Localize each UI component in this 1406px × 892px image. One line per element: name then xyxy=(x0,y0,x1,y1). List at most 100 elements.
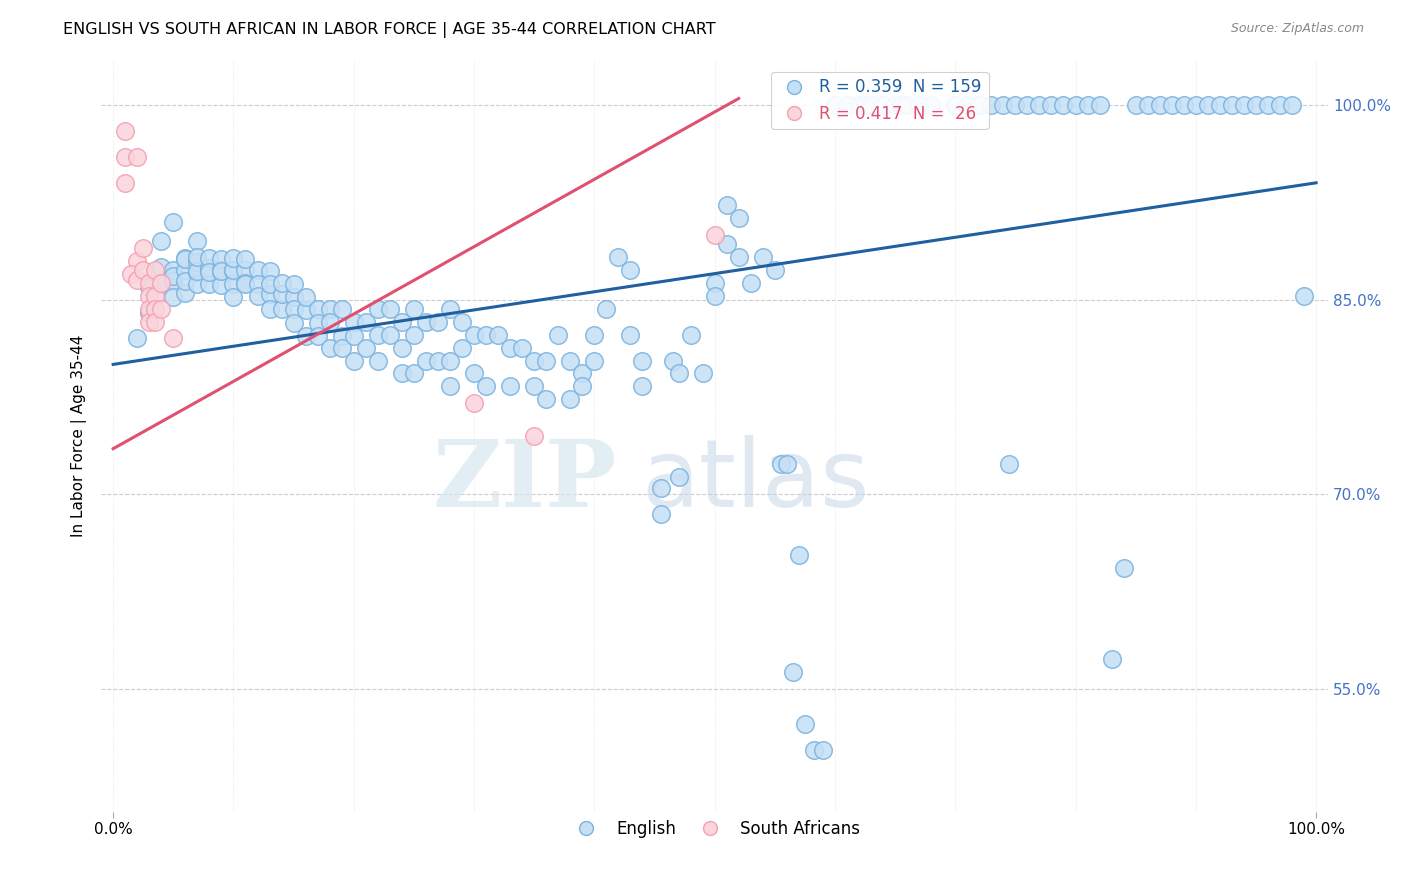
Point xyxy=(668,470,690,484)
Point xyxy=(451,341,474,355)
Point xyxy=(884,98,907,112)
Point xyxy=(246,277,269,291)
Point xyxy=(890,98,912,112)
Point xyxy=(127,331,149,345)
Point xyxy=(740,276,762,290)
Point xyxy=(186,265,208,279)
Point xyxy=(198,265,221,279)
Point xyxy=(367,353,389,368)
Point xyxy=(583,327,606,342)
Point xyxy=(1294,288,1316,302)
Point xyxy=(716,198,738,212)
Point xyxy=(174,286,197,301)
Point xyxy=(943,98,966,112)
Point xyxy=(138,279,160,293)
Point xyxy=(523,379,546,393)
Point xyxy=(209,278,232,293)
Point xyxy=(1125,98,1147,112)
Point xyxy=(510,341,533,355)
Point xyxy=(294,290,316,304)
Point xyxy=(848,98,870,112)
Point xyxy=(138,288,160,302)
Point xyxy=(631,353,654,368)
Point xyxy=(475,379,498,393)
Point xyxy=(631,379,654,393)
Point xyxy=(378,327,401,342)
Point xyxy=(283,316,305,330)
Point xyxy=(475,327,498,342)
Point xyxy=(782,665,804,679)
Point xyxy=(143,315,166,329)
Point xyxy=(571,367,593,381)
Point xyxy=(259,287,281,301)
Point xyxy=(222,262,245,277)
Point xyxy=(318,315,340,329)
Point xyxy=(1004,98,1026,112)
Point xyxy=(114,124,136,138)
Point xyxy=(294,302,316,317)
Point xyxy=(980,98,1002,112)
Point xyxy=(703,276,725,290)
Point xyxy=(246,288,269,302)
Point xyxy=(1268,98,1291,112)
Point xyxy=(769,457,792,471)
Point xyxy=(162,269,184,284)
Point xyxy=(120,267,142,281)
Point xyxy=(127,253,149,268)
Point xyxy=(307,316,329,330)
Point xyxy=(354,315,377,329)
Point xyxy=(1160,98,1182,112)
Point xyxy=(318,341,340,355)
Point xyxy=(150,301,173,316)
Point xyxy=(1064,98,1087,112)
Point xyxy=(679,327,702,342)
Point xyxy=(222,251,245,265)
Point xyxy=(186,277,208,291)
Point xyxy=(560,353,582,368)
Point xyxy=(1220,98,1243,112)
Point xyxy=(451,315,474,329)
Point xyxy=(235,252,257,267)
Point xyxy=(534,392,557,407)
Point xyxy=(402,327,425,342)
Point xyxy=(330,341,353,355)
Point xyxy=(138,305,160,319)
Point xyxy=(114,150,136,164)
Text: ZIP: ZIP xyxy=(432,436,616,526)
Point xyxy=(426,315,449,329)
Point xyxy=(751,250,773,264)
Point xyxy=(793,716,815,731)
Point xyxy=(318,301,340,316)
Point xyxy=(294,329,316,343)
Point xyxy=(860,98,883,112)
Point xyxy=(402,367,425,381)
Point xyxy=(150,234,173,248)
Point xyxy=(1028,98,1050,112)
Point xyxy=(703,288,725,302)
Point xyxy=(198,251,221,265)
Point xyxy=(209,262,232,277)
Point xyxy=(547,327,569,342)
Point xyxy=(1257,98,1279,112)
Point xyxy=(872,98,894,112)
Point xyxy=(1101,652,1123,666)
Point xyxy=(1017,98,1039,112)
Point xyxy=(150,277,173,291)
Text: ENGLISH VS SOUTH AFRICAN IN LABOR FORCE | AGE 35-44 CORRELATION CHART: ENGLISH VS SOUTH AFRICAN IN LABOR FORCE … xyxy=(63,22,716,38)
Point xyxy=(415,315,437,329)
Point xyxy=(283,277,305,291)
Point xyxy=(127,150,149,164)
Point xyxy=(803,742,825,756)
Point xyxy=(998,457,1021,471)
Point xyxy=(1209,98,1232,112)
Point xyxy=(127,273,149,287)
Point xyxy=(138,315,160,329)
Point xyxy=(307,329,329,343)
Point xyxy=(956,98,979,112)
Point xyxy=(162,262,184,277)
Point xyxy=(619,327,641,342)
Point xyxy=(463,327,485,342)
Point xyxy=(1185,98,1208,112)
Point xyxy=(969,98,991,112)
Point xyxy=(1077,98,1099,112)
